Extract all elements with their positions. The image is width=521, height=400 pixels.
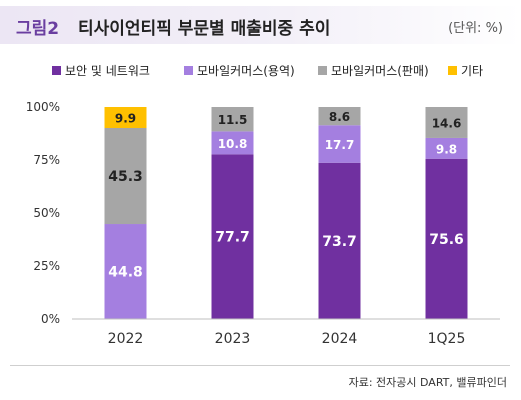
bar-segment xyxy=(211,107,254,132)
data-label: 10.8 xyxy=(218,137,248,151)
source-divider xyxy=(10,365,510,366)
y-tick-label: 75% xyxy=(33,153,60,167)
data-label: 73.7 xyxy=(322,234,357,250)
bar-segment xyxy=(318,125,361,163)
bar-segment xyxy=(318,107,361,126)
bar-segment xyxy=(211,154,254,319)
x-tick-label: 2023 xyxy=(215,331,251,347)
bar-segment xyxy=(425,158,468,319)
figure-header: 그림2 티사이언티픽 부문별 매출비중 추이 (단위: %) xyxy=(0,6,521,44)
unit-label: (단위: %) xyxy=(448,21,503,36)
chart-legend: 보안 및 네트워크 모바일커머스(용역) 모바일커머스(판매) 기타 xyxy=(0,62,521,82)
legend-item: 모바일커머스(용역) xyxy=(184,62,295,79)
data-label: 75.6 xyxy=(429,232,464,248)
legend-label: 모바일커머스(판매) xyxy=(331,64,429,78)
data-label: 77.7 xyxy=(215,230,250,246)
y-tick-label: 50% xyxy=(33,206,60,220)
bar-segment xyxy=(425,107,468,138)
x-tick-label: 2024 xyxy=(322,331,358,347)
legend-item: 기타 xyxy=(448,62,483,79)
source-note: 자료: 전자공시 DART, 밸류파인더 xyxy=(348,376,507,389)
data-label: 44.8 xyxy=(108,265,143,281)
data-label: 45.3 xyxy=(108,169,143,185)
legend-label: 보안 및 네트워크 xyxy=(65,64,150,78)
legend-swatch xyxy=(318,66,327,75)
bar-segment xyxy=(425,137,468,159)
data-label: 11.5 xyxy=(218,113,248,127)
bar-segment xyxy=(104,224,147,319)
y-tick-label: 0% xyxy=(41,312,60,326)
bar-segment xyxy=(104,127,147,225)
figure-number: 그림2 xyxy=(16,19,60,39)
data-label: 17.7 xyxy=(325,138,355,152)
data-label: 8.6 xyxy=(329,110,350,124)
legend-label: 기타 xyxy=(461,64,484,78)
legend-label: 모바일커머스(용역) xyxy=(197,64,295,78)
legend-swatch xyxy=(52,66,61,75)
data-label: 9.9 xyxy=(115,111,136,125)
chart-title: 티사이언티픽 부문별 매출비중 추이 xyxy=(78,19,331,39)
x-tick-label: 2022 xyxy=(108,331,144,347)
data-label: 14.6 xyxy=(432,116,462,130)
data-label: 9.8 xyxy=(436,142,457,156)
legend-swatch xyxy=(448,66,457,75)
y-tick-label: 25% xyxy=(33,259,60,273)
stacked-bar-chart: 0% 25% 50% 75% 100% 44.8 45.3 9.9 2022 77.7 10.8 11… xyxy=(26,100,500,347)
bar-segment xyxy=(318,162,361,319)
header-band xyxy=(0,6,521,44)
legend-swatch xyxy=(184,66,193,75)
y-tick-label: 100% xyxy=(26,100,60,114)
x-tick-label: 1Q25 xyxy=(428,331,466,347)
legend-item: 보안 및 네트워크 xyxy=(52,62,150,79)
legend-item: 모바일커머스(판매) xyxy=(318,62,429,79)
bar-segment xyxy=(211,131,254,155)
bar-segment xyxy=(104,107,147,128)
